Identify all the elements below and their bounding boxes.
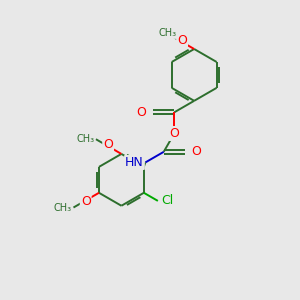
Text: CH₃: CH₃ <box>76 134 94 144</box>
Text: CH₃: CH₃ <box>54 202 72 212</box>
Text: O: O <box>191 146 201 158</box>
Text: O: O <box>81 195 91 208</box>
Text: O: O <box>137 106 147 119</box>
Text: HN: HN <box>125 156 144 169</box>
Text: O: O <box>177 34 187 47</box>
Text: Cl: Cl <box>161 194 173 207</box>
Text: O: O <box>169 127 179 140</box>
Text: O: O <box>103 138 113 151</box>
Text: CH₃: CH₃ <box>158 28 177 38</box>
